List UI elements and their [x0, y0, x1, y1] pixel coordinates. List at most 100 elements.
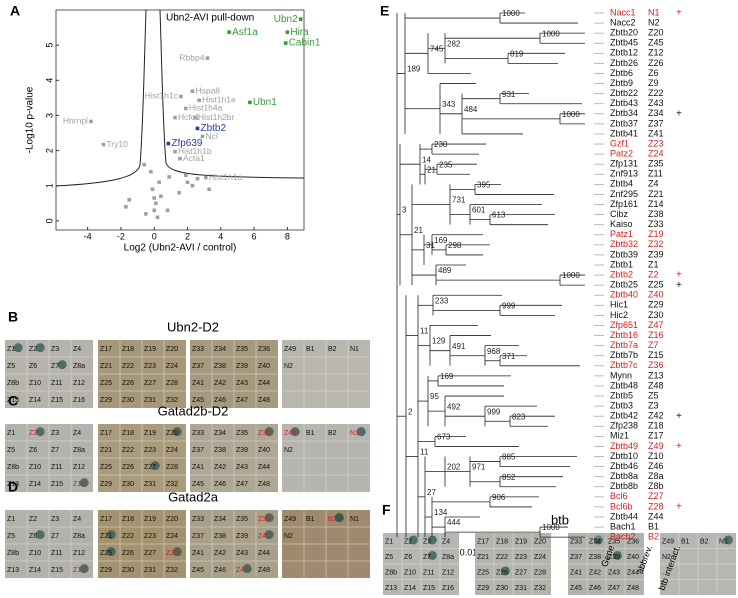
- bootstrap-label: 233: [435, 296, 449, 305]
- point-label: Ubn2: [274, 14, 298, 25]
- well-label: Z30: [496, 585, 508, 592]
- well-label: Z37: [192, 533, 204, 540]
- well-label: Z27: [144, 550, 156, 557]
- bootstrap-label: 852: [502, 473, 516, 482]
- well-label: Z46: [214, 397, 226, 404]
- well-label: Z29: [100, 397, 112, 404]
- well-label: Z13: [7, 397, 19, 404]
- well-label: Z12: [442, 569, 454, 576]
- well-label: Z27: [515, 569, 527, 576]
- point-label: Asf1a: [232, 27, 258, 38]
- bootstrap-label: 731: [452, 196, 466, 205]
- well-label: B1: [306, 516, 315, 523]
- bootstrap-label: 3: [402, 206, 407, 215]
- data-point: [283, 41, 288, 45]
- colony: [35, 530, 45, 540]
- well-label: B2: [328, 430, 337, 437]
- well-label: Z18: [122, 516, 134, 523]
- bootstrap-label: 971: [472, 463, 486, 472]
- gene-abbrev: Z33: [648, 219, 664, 229]
- well-label: Z49: [284, 430, 296, 437]
- plot-title: Ubn2-AVI pull-down: [166, 13, 254, 24]
- gene-name: Gzf1: [610, 138, 629, 148]
- colony: [13, 343, 23, 353]
- gene-abbrev: Z7: [648, 340, 659, 350]
- gene-name: Zbtb7c: [610, 360, 638, 370]
- well-label: Z26: [122, 550, 134, 557]
- point-label: Rbbp4: [179, 52, 204, 62]
- gene-abbrev: Z10: [648, 451, 664, 461]
- well-label: Z29: [477, 585, 489, 592]
- data-point: [154, 201, 158, 206]
- gene-abbrev: Z48: [648, 380, 664, 390]
- well-label: Z33: [192, 346, 204, 353]
- data-point: [173, 149, 177, 154]
- bootstrap-label: 298: [448, 241, 462, 250]
- well-label: Z6: [29, 447, 37, 454]
- well-label: Z44: [627, 569, 639, 576]
- well-label: Z7: [423, 554, 431, 561]
- data-point: [89, 119, 93, 124]
- colony: [172, 427, 182, 437]
- btb-interaction: +: [676, 441, 682, 452]
- well-label: Z2: [29, 346, 37, 353]
- well-label: Z17: [100, 430, 112, 437]
- bootstrap-label: 169: [434, 236, 448, 245]
- gene-abbrev: Z12: [648, 48, 664, 58]
- well-label: Z30: [122, 481, 134, 488]
- well-label: Z40: [258, 533, 270, 540]
- well-label: B2: [700, 538, 709, 545]
- bootstrap-label: 343: [442, 100, 456, 109]
- well-label: Z26: [496, 569, 508, 576]
- well-label: Z8a: [442, 554, 454, 561]
- well-label: Z30: [122, 567, 134, 574]
- bootstrap-label: 968: [487, 347, 501, 356]
- gene-name: Zbtb4: [610, 179, 633, 189]
- bootstrap-label: 371: [502, 352, 516, 361]
- bootstrap-label: 2: [408, 407, 413, 416]
- well-label: Z17: [477, 538, 489, 545]
- data-point: [150, 187, 155, 192]
- gene-name: Zbtb41: [610, 128, 638, 138]
- gene-name: Zbtb20: [610, 28, 638, 38]
- well-label: Z4: [73, 430, 81, 437]
- gene-name: Zbtb25: [610, 280, 638, 290]
- y-tick-label: 2: [44, 148, 54, 153]
- well-label: Z32: [166, 567, 178, 574]
- gene-name: Zbtb16: [610, 330, 638, 340]
- y-tick-label: 0: [44, 218, 54, 223]
- gene-abbrev: B2: [648, 532, 659, 542]
- gene-abbrev: Z39: [648, 249, 664, 259]
- gene-name: Zbtb37: [610, 118, 638, 128]
- well-label: Z35: [236, 346, 248, 353]
- gene-name: Nacc1: [610, 7, 636, 17]
- well-label: Z10: [29, 550, 41, 557]
- point-label: Hira: [290, 27, 309, 38]
- well-label: Z31: [144, 567, 156, 574]
- well-label: Z3: [51, 346, 59, 353]
- gene-name: Hic2: [610, 310, 628, 320]
- well-label: Z16: [73, 481, 85, 488]
- colony: [57, 360, 67, 370]
- well-label: Z27: [144, 464, 156, 471]
- well-label: Z46: [214, 567, 226, 574]
- well-label: Z20: [166, 346, 178, 353]
- well-label: Z23: [144, 447, 156, 454]
- well-label: Z8a: [73, 533, 85, 540]
- well-label: N1: [350, 516, 359, 523]
- well-label: Z28: [166, 550, 178, 557]
- gene-name: Mynn: [610, 370, 632, 380]
- well-label: Z45: [570, 585, 582, 592]
- point-label: Hist1h1b: [178, 146, 212, 156]
- gene-name: Zbtb44: [610, 511, 638, 521]
- well-label: Z47: [236, 397, 248, 404]
- well-label: Z8b: [7, 380, 19, 387]
- x-tick-label: 6: [252, 231, 257, 241]
- colony: [106, 530, 116, 540]
- well-label: Z24: [534, 554, 546, 561]
- screen-title: btb: [551, 512, 569, 527]
- gene-abbrev: Z40: [648, 290, 664, 300]
- bootstrap-label: 169: [440, 372, 454, 381]
- bootstrap-label: 885: [502, 453, 516, 462]
- well-label: Z8b: [7, 550, 19, 557]
